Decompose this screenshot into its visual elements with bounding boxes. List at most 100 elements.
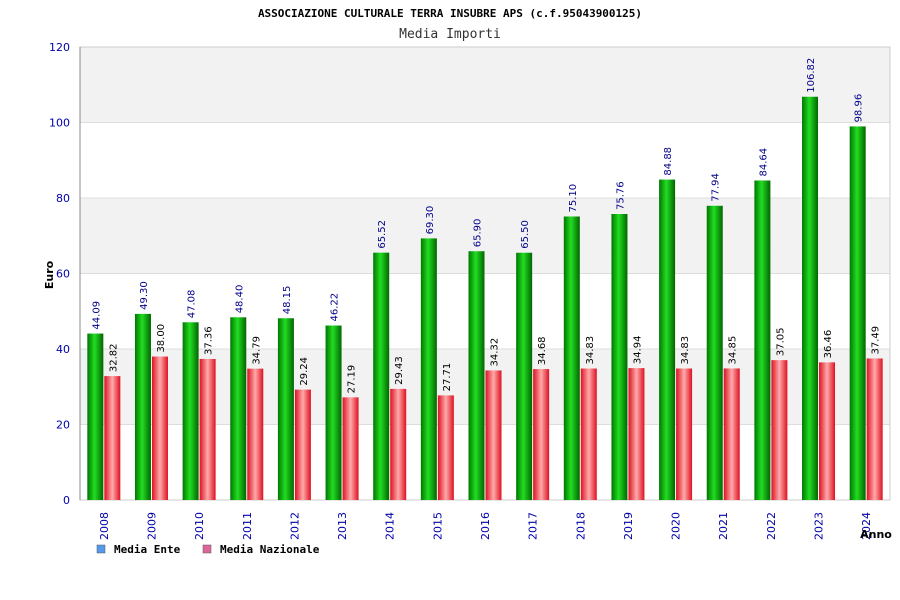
y-axis-label: Euro [43, 260, 56, 289]
bar-media-nazionale [676, 368, 693, 500]
value-label-media-nazionale: 34.32 [490, 338, 501, 367]
y-tick-label: 20 [56, 419, 70, 432]
x-tick-label: 2018 [574, 512, 587, 540]
y-tick-label: 40 [56, 343, 70, 356]
chart-title: ASSOCIAZIONE CULTURALE TERRA INSUBRE APS… [258, 7, 642, 20]
bar-media-nazionale [151, 356, 168, 500]
bar-media-ente [802, 96, 819, 500]
y-axis-ticks: 0 20 40 60 80 100 120 [49, 41, 70, 507]
value-label-media-nazionale: 37.49 [871, 326, 882, 355]
legend: Media Ente Media Nazionale [96, 543, 320, 556]
bar-media-ente [754, 180, 771, 500]
bar-media-ente [516, 252, 533, 500]
y-tick-label: 60 [56, 268, 70, 281]
value-label-media-ente: 84.88 [663, 147, 674, 176]
bars [87, 96, 883, 501]
bar-media-ente [420, 238, 437, 500]
bar-media-ente [468, 251, 485, 500]
bar-media-ente [182, 322, 199, 500]
bar-media-ente [849, 126, 866, 501]
bar-media-nazionale [771, 360, 788, 500]
grid-band [80, 47, 890, 123]
legend-swatch [202, 544, 212, 554]
x-tick-label: 2012 [288, 512, 301, 540]
value-label-media-ente: 84.64 [758, 148, 769, 177]
bar-media-ente [87, 333, 104, 500]
x-tick-label: 2013 [336, 512, 349, 540]
value-label-media-ente: 48.40 [234, 285, 245, 314]
bar-media-nazionale [819, 362, 836, 500]
y-tick-label: 80 [56, 192, 70, 205]
value-label-media-nazionale: 32.82 [108, 343, 119, 372]
legend-swatch [96, 544, 106, 554]
chart-subtitle: Media Importi [399, 27, 501, 42]
x-tick-label: 2014 [384, 512, 397, 540]
x-axis-label: Anno [860, 528, 892, 541]
bar-media-ente [611, 214, 628, 501]
value-label-media-nazionale: 27.19 [347, 365, 358, 394]
legend-label: Media Nazionale [220, 543, 320, 556]
bar-media-ente [706, 205, 723, 501]
bar-media-ente [134, 313, 151, 500]
legend-label: Media Ente [114, 543, 181, 556]
value-label-media-ente: 65.90 [473, 219, 484, 248]
bar-media-nazionale [342, 397, 359, 500]
value-label-media-nazionale: 29.24 [299, 357, 310, 386]
bar-media-nazionale [247, 368, 264, 500]
value-label-media-ente: 48.15 [282, 286, 293, 315]
value-label-media-ente: 44.09 [91, 301, 102, 330]
bar-media-nazionale [866, 358, 883, 500]
x-tick-label: 2019 [622, 512, 635, 540]
value-label-media-ente: 69.30 [425, 206, 436, 235]
value-label-media-ente: 98.96 [854, 94, 865, 123]
value-label-media-ente: 65.50 [520, 220, 531, 249]
x-tick-label: 2009 [145, 512, 158, 540]
value-label-media-nazionale: 34.85 [728, 336, 739, 365]
value-label-media-ente: 47.08 [187, 290, 198, 319]
value-label-media-ente: 75.10 [568, 184, 579, 213]
bar-media-ente [325, 325, 342, 500]
value-label-media-ente: 77.94 [711, 173, 722, 202]
bar-media-ente [373, 252, 390, 500]
bar-media-nazionale [199, 358, 216, 500]
value-label-media-nazionale: 37.36 [204, 326, 215, 355]
value-label-media-nazionale: 34.68 [537, 336, 548, 365]
bar-media-nazionale [104, 376, 121, 500]
x-tick-label: 2020 [670, 512, 683, 540]
value-label-media-nazionale: 27.71 [442, 363, 453, 392]
x-tick-label: 2016 [479, 512, 492, 540]
bar-media-nazionale [485, 370, 502, 500]
x-tick-label: 2021 [717, 512, 730, 540]
value-label-media-nazionale: 38.00 [156, 324, 167, 353]
value-label-media-ente: 46.22 [330, 293, 341, 322]
bar-media-nazionale [390, 388, 407, 500]
value-label-media-nazionale: 29.43 [394, 356, 405, 385]
value-label-media-ente: 49.30 [139, 281, 150, 310]
value-label-media-nazionale: 34.83 [680, 336, 691, 365]
value-label-media-nazionale: 34.83 [585, 336, 596, 365]
x-tick-label: 2023 [813, 512, 826, 540]
y-tick-label: 0 [63, 494, 70, 507]
value-label-media-ente: 75.76 [615, 181, 626, 210]
value-labels: 44.09 32.82 49.30 38.00 47.08 37.36 48.40 34.79… [91, 58, 881, 394]
x-tick-label: 2010 [193, 512, 206, 540]
bar-media-nazionale [723, 368, 740, 500]
bar-media-ente [277, 318, 294, 500]
bar-media-nazionale [628, 368, 645, 500]
x-tick-label: 2024 [860, 512, 873, 540]
y-tick-label: 100 [49, 117, 70, 130]
y-tick-label: 120 [49, 41, 70, 54]
x-tick-label: 2022 [765, 512, 778, 540]
bar-media-ente [563, 216, 580, 500]
bar-media-nazionale [580, 368, 597, 500]
x-tick-label: 2015 [431, 512, 444, 540]
value-label-media-nazionale: 34.79 [251, 336, 262, 365]
value-label-media-nazionale: 37.05 [775, 327, 786, 356]
bar-media-nazionale [294, 389, 311, 500]
value-label-media-ente: 106.82 [806, 58, 817, 93]
value-label-media-ente: 65.52 [377, 220, 388, 249]
x-tick-label: 2017 [527, 512, 540, 540]
bar-media-ente [659, 179, 676, 500]
x-tick-label: 2008 [98, 512, 111, 540]
